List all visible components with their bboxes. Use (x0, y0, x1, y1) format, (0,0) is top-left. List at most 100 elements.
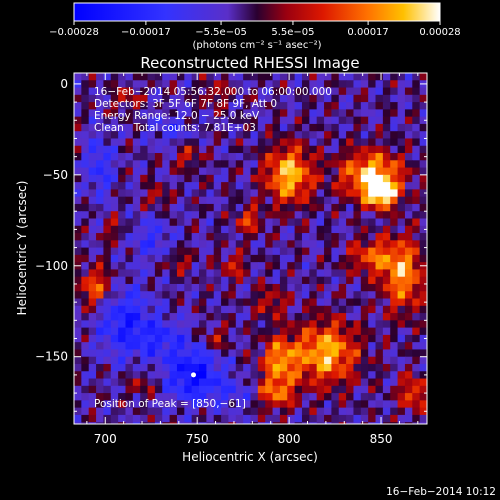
heatmap-cell (316, 400, 325, 409)
heatmap-cell (88, 174, 97, 183)
heatmap-cell (404, 73, 413, 81)
heatmap-cell (419, 320, 427, 329)
heatmap-cell (309, 356, 318, 365)
heatmap-cell (294, 378, 303, 387)
heatmap-cell (279, 138, 288, 147)
heatmap-cell (316, 262, 325, 271)
heatmap-cell (272, 254, 281, 263)
heatmap-cell (125, 327, 134, 336)
heatmap-cell (397, 291, 406, 300)
heatmap-cell (338, 145, 347, 154)
heatmap-cell (132, 254, 141, 263)
heatmap-cell (353, 233, 362, 241)
heatmap-cell (110, 80, 119, 89)
heatmap-cell (309, 138, 318, 147)
heatmap-cell (301, 269, 310, 278)
heatmap-cell (309, 291, 318, 300)
heatmap-cell (206, 87, 215, 96)
heatmap-cell (427, 175, 435, 183)
heatmap-cell (375, 313, 384, 321)
heatmap-cell (169, 160, 178, 169)
heatmap-cell (118, 313, 127, 321)
heatmap-cell (176, 182, 185, 190)
heatmap-cell (353, 153, 362, 161)
heatmap-cell (404, 371, 413, 380)
heatmap-cell (235, 363, 244, 372)
heatmap-cell (294, 131, 303, 140)
heatmap-cell (419, 131, 427, 140)
heatmap-cell (331, 276, 340, 285)
heatmap-cell (74, 305, 82, 314)
heatmap-cell (368, 189, 377, 198)
heatmap-cell (96, 94, 105, 103)
heatmap-cell (184, 131, 193, 140)
heatmap-cell (206, 73, 215, 81)
heatmap-cell (309, 225, 318, 234)
heatmap-cell (228, 291, 237, 300)
heatmap-cell (125, 371, 134, 380)
heatmap-cell (235, 240, 244, 249)
heatmap-cell (390, 123, 399, 132)
heatmap-cell (375, 160, 384, 169)
heatmap-cell (110, 363, 119, 372)
heatmap-cell (74, 356, 82, 365)
heatmap-cell (397, 378, 406, 387)
heatmap-cell (213, 94, 222, 103)
heatmap-cell (412, 363, 421, 372)
heatmap-cell (338, 87, 347, 96)
heatmap-cell (125, 363, 134, 372)
heatmap-cell (316, 102, 325, 110)
heatmap-cell (132, 363, 141, 372)
heatmap-cell (81, 189, 90, 198)
heatmap-cell (404, 342, 413, 351)
heatmap-cell (419, 153, 427, 161)
heatmap-cell (404, 145, 413, 154)
heatmap-cell (287, 283, 296, 292)
y-tick-label: −100 (35, 259, 68, 273)
heatmap-cell (353, 356, 362, 365)
heatmap-cell (154, 356, 163, 365)
heatmap-cell (235, 102, 244, 110)
heatmap-cell (427, 218, 435, 226)
heatmap-cell (214, 429, 222, 437)
heatmap-cell (147, 240, 156, 249)
heatmap-cell (353, 414, 362, 423)
heatmap-cell (382, 233, 391, 241)
heatmap-cell (265, 189, 274, 198)
heatmap-cell (235, 87, 244, 96)
heatmap-cell (279, 240, 288, 249)
heatmap-cell (360, 393, 369, 401)
heatmap-cell (360, 211, 369, 220)
heatmap-cell (265, 203, 274, 212)
heatmap-cell (118, 123, 127, 132)
heatmap-cell (132, 80, 141, 89)
heatmap-cell (382, 73, 391, 81)
heatmap-cell (368, 73, 377, 81)
heatmap-cell (125, 131, 134, 140)
heatmap-cell (199, 393, 207, 401)
heatmap-cell (360, 349, 369, 358)
heatmap-cell (368, 313, 377, 321)
heatmap-cell (74, 94, 82, 103)
y-tick-label: −150 (35, 350, 68, 364)
heatmap-cell (147, 233, 156, 241)
heatmap-cell (324, 414, 332, 423)
heatmap-cell (81, 247, 90, 256)
heatmap-cell (390, 109, 399, 118)
heatmap-cell (427, 211, 435, 219)
heatmap-cell (213, 131, 222, 140)
heatmap-cell (213, 218, 222, 227)
heatmap-cell (404, 356, 413, 365)
heatmap-cell (162, 371, 171, 380)
heatmap-cell (272, 182, 281, 190)
heatmap-cell (257, 182, 266, 190)
heatmap-cell (412, 80, 421, 89)
heatmap-cell (294, 298, 303, 307)
heatmap-cell (353, 87, 362, 96)
heatmap-cell (140, 283, 149, 292)
heatmap-cell (110, 262, 119, 271)
heatmap-cell (287, 400, 296, 409)
heatmap-cell (184, 283, 193, 292)
heatmap-cell (368, 371, 377, 380)
heatmap-cell (353, 138, 362, 147)
